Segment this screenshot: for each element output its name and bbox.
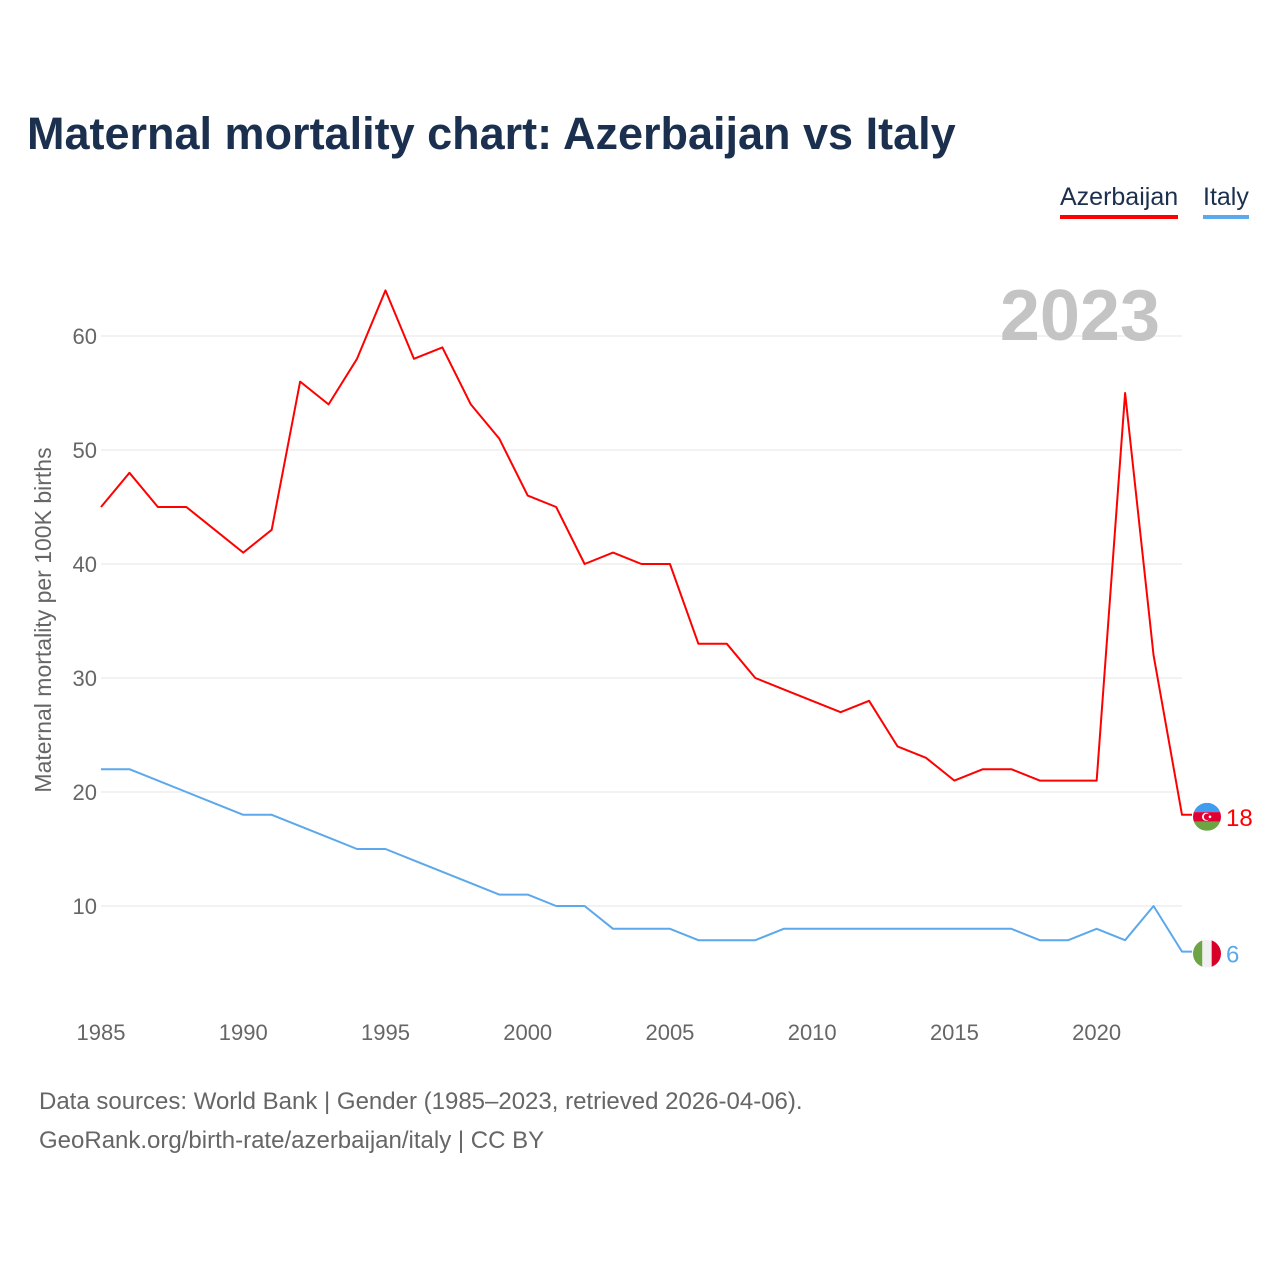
year-watermark: 2023 (1000, 276, 1160, 356)
series-line-italy (101, 768, 1192, 953)
y-axis-label: Maternal mortality per 100K births (30, 447, 56, 792)
end-label-italy: 6 (1226, 942, 1239, 969)
x-tick-label: 2005 (645, 1020, 694, 1045)
flag-italy-icon (1193, 939, 1221, 968)
y-tick-label: 20 (73, 780, 97, 805)
legend-italy[interactable]: Italy (1203, 183, 1249, 219)
x-tick-label: 1985 (77, 1020, 126, 1045)
y-tick-label: 10 (73, 894, 97, 919)
footer-sources: Data sources: World Bank | Gender (1985–… (39, 1088, 803, 1115)
y-tick-label: 40 (73, 552, 97, 577)
series-line-azerbaijan (100, 289, 1192, 816)
y-tick-label: 30 (73, 666, 97, 691)
flag-azerbaijan-icon (1193, 802, 1221, 831)
end-label-azerbaijan: 18 (1226, 805, 1253, 832)
y-tick-label: 50 (73, 438, 97, 463)
x-tick-label: 2015 (930, 1020, 979, 1045)
x-tick-label: 1995 (361, 1020, 410, 1045)
legend-azerbaijan[interactable]: Azerbaijan (1060, 183, 1179, 219)
x-tick-label: 2010 (788, 1020, 837, 1045)
chart-title: Maternal mortality chart: Azerbaijan vs … (27, 108, 956, 159)
footer-credit: GeoRank.org/birth-rate/azerbaijan/italy … (39, 1127, 545, 1154)
x-tick-label: 2020 (1072, 1020, 1121, 1045)
x-tick-label: 1990 (219, 1020, 268, 1045)
x-tick-label: 2000 (503, 1020, 552, 1045)
y-tick-label: 60 (73, 324, 97, 349)
